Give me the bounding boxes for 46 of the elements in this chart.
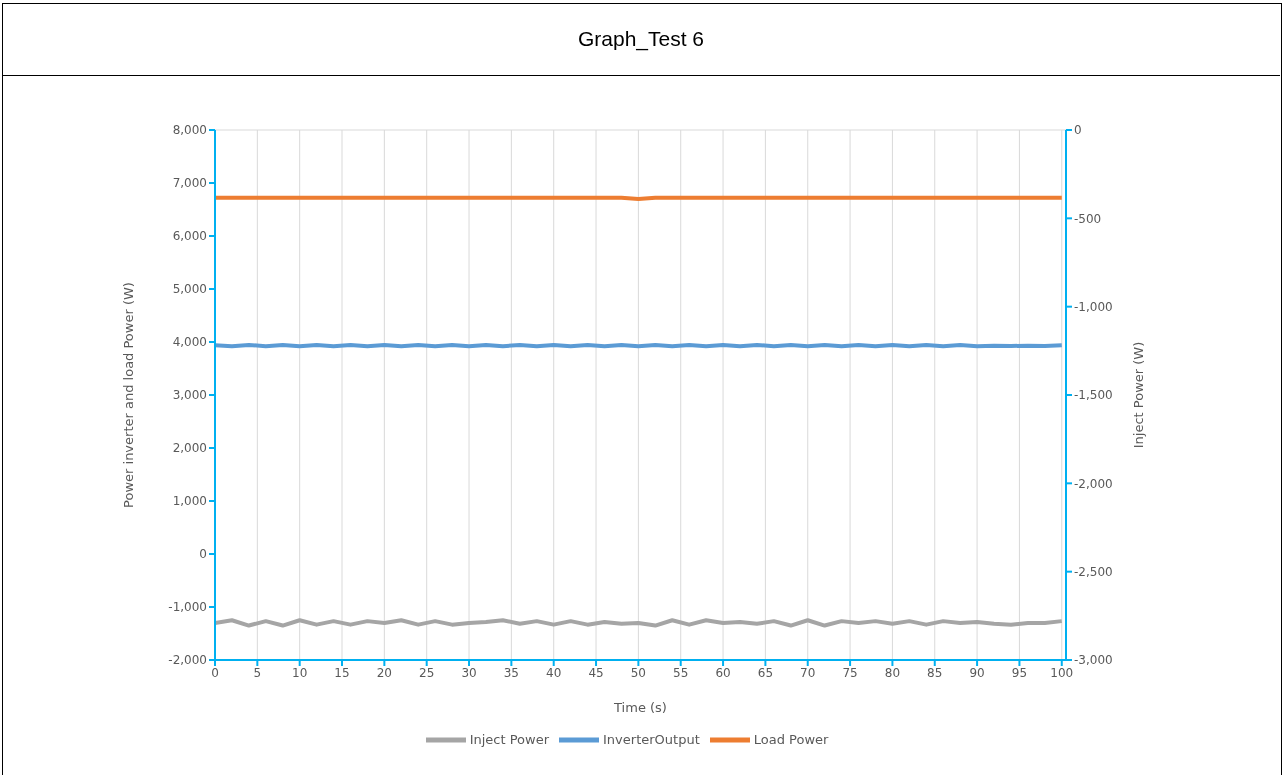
x-tick-label: 5: [253, 665, 262, 680]
x-tick-label: 30: [461, 665, 477, 680]
y2-tick-label: -1,000: [1074, 299, 1113, 314]
x-tick-label: 45: [588, 665, 604, 680]
x-tick-label: 10: [292, 665, 308, 680]
y-tick-label: 3,000: [172, 388, 207, 403]
x-tick-label: 60: [715, 665, 731, 680]
y2-tick-label: -2,500: [1074, 564, 1113, 579]
x-tick-label: 85: [927, 665, 943, 680]
x-tick-label: 65: [757, 665, 774, 680]
x-tick-label: 40: [546, 665, 562, 680]
x-tick-label: 55: [673, 665, 689, 680]
x-tick-label: 35: [503, 665, 520, 680]
x-tick-label: 100: [1050, 665, 1074, 680]
x-tick-label: 80: [884, 665, 901, 680]
y2-tick-label: -3,000: [1074, 653, 1113, 668]
y-tick-label: -1,000: [168, 600, 207, 615]
x-axis-title: Time (s): [613, 700, 667, 715]
x-tick-label: 25: [419, 665, 435, 680]
x-tick-label: 70: [800, 665, 816, 680]
y-axis-title: Power inverter and load Power (W): [120, 282, 136, 508]
x-tick-label: 0: [211, 665, 219, 680]
x-tick-label: 15: [334, 665, 350, 680]
y-tick-label: 0: [199, 547, 207, 562]
x-tick-label: 20: [376, 665, 392, 680]
legend-label: InverterOutput: [603, 731, 700, 747]
y2-tick-label: -500: [1074, 211, 1102, 226]
y2-tick-label: -1,500: [1074, 388, 1113, 403]
y2-tick-label: 0: [1074, 123, 1082, 138]
x-tick-label: 90: [969, 665, 985, 680]
x-tick-label: 75: [842, 665, 858, 680]
y-tick-label: 7,000: [172, 176, 207, 191]
legend-label: Load Power: [753, 731, 829, 747]
y-tick-label: 5,000: [172, 282, 207, 297]
y-tick-label: -2,000: [168, 653, 207, 668]
y-tick-label: 6,000: [172, 229, 207, 244]
x-tick-label: 95: [1011, 665, 1028, 680]
y2-tick-label: -2,000: [1074, 476, 1113, 491]
y-tick-label: 2,000: [172, 441, 207, 456]
chart-title: Graph_Test 6: [2, 3, 1280, 76]
y2-axis-title: Inject Power (W): [1130, 341, 1146, 449]
y-tick-label: 1,000: [172, 494, 207, 509]
y-tick-label: 8,000: [172, 123, 207, 138]
legend-label: Inject Power: [469, 731, 550, 747]
x-tick-label: 50: [630, 665, 647, 680]
y-tick-label: 4,000: [172, 335, 207, 350]
